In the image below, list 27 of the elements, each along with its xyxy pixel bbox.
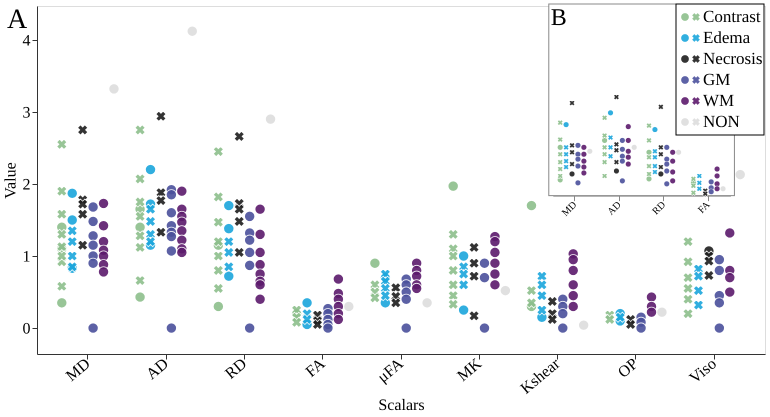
x-tick-label: AD — [143, 355, 172, 384]
x-tick-label: μFA — [374, 355, 408, 386]
x-tick-label: MD — [62, 355, 94, 385]
x-tick-label: AD — [606, 200, 624, 218]
y-tick-label: 2 — [22, 176, 30, 194]
legend-label: NON — [703, 112, 740, 131]
y-tick-label: 4 — [22, 32, 30, 50]
x-tick-label: MK — [454, 355, 486, 385]
y-tick-label: 1 — [22, 248, 30, 266]
x-tick-label: Viso — [686, 355, 720, 388]
x-tick-label: RD — [650, 200, 668, 218]
legend-label: GM — [703, 70, 730, 89]
legend-label: Necrosis — [703, 49, 762, 68]
x-tick-label: MD — [560, 200, 580, 219]
x-tick-label: FA — [696, 199, 714, 216]
legend-label: WM — [703, 91, 734, 110]
y-axis-title: Value — [2, 162, 20, 199]
chart-title: B — [550, 5, 567, 31]
legend-label: Contrast — [703, 7, 761, 26]
y-tick-label: 0 — [22, 320, 30, 338]
x-axis-title: Scalars — [378, 396, 425, 414]
x-tick-label: RD — [222, 355, 250, 383]
y-tick-label: 3 — [22, 104, 30, 122]
x-tick-label: OP — [615, 355, 642, 382]
legend-label: Edema — [703, 28, 751, 47]
chart-title: A — [7, 4, 28, 35]
x-tick-label: FA — [302, 355, 329, 381]
